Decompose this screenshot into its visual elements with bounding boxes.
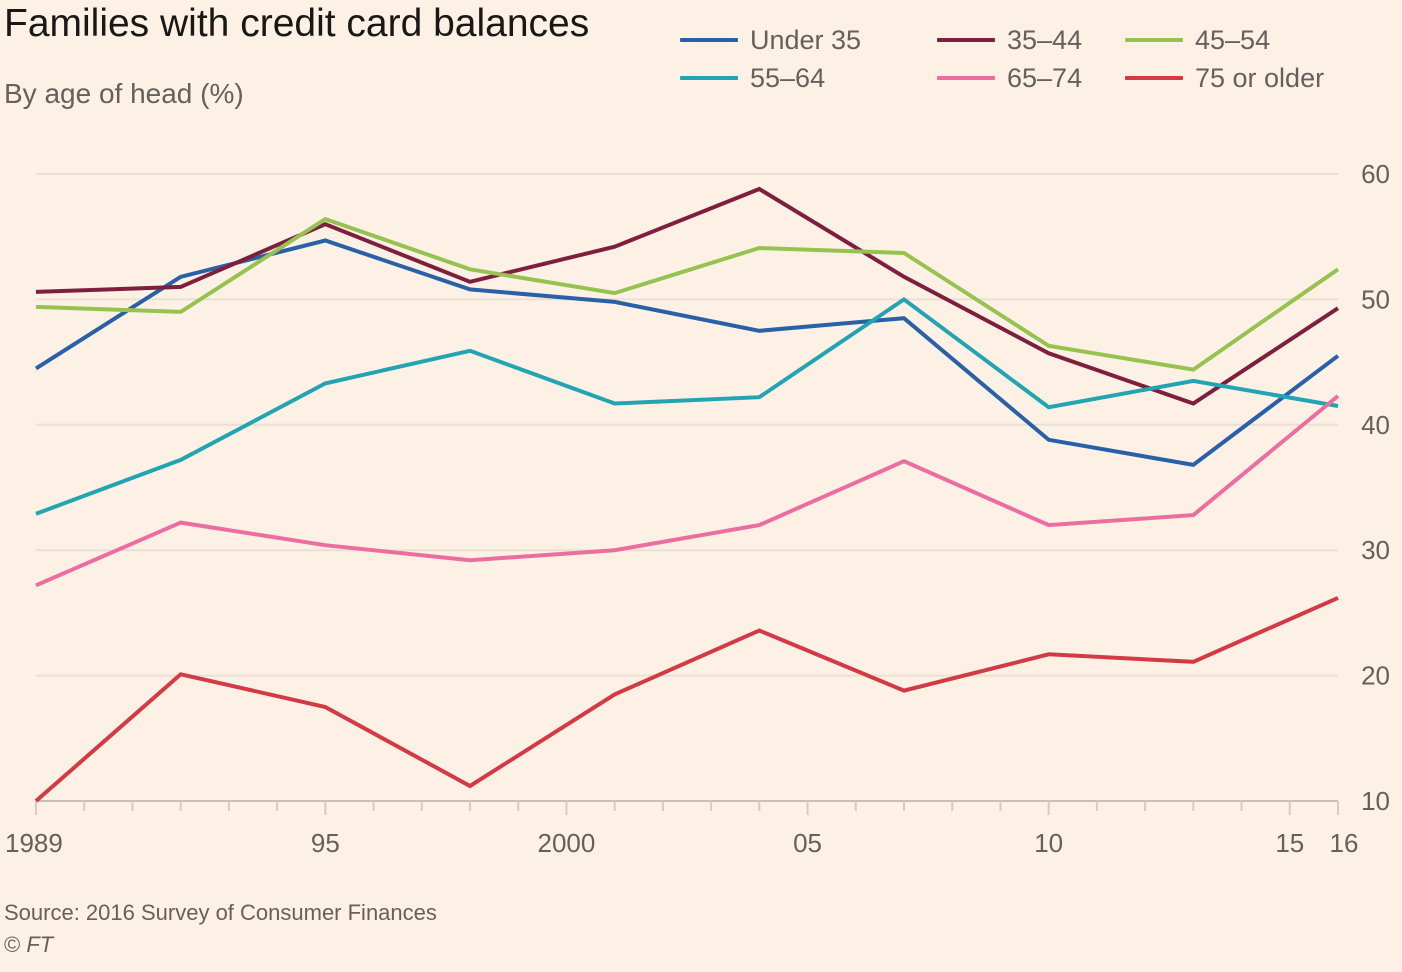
series-line-55-64 bbox=[35, 296, 1339, 516]
ft-brand: FT bbox=[26, 932, 54, 957]
legend-item-45-54: 45–54 bbox=[1125, 22, 1270, 58]
legend-label-55-64: 55–64 bbox=[750, 62, 826, 93]
series-lines bbox=[34, 186, 1340, 803]
x-axis-tick-labels: 1989 95 2000 05 10 15 16 bbox=[5, 828, 1358, 858]
x-tick-label: 1989 bbox=[5, 828, 63, 858]
x-tick-label: 95 bbox=[311, 828, 340, 858]
y-tick-label: 30 bbox=[1361, 535, 1390, 565]
copyright-note: © FT bbox=[4, 932, 53, 958]
x-tick-label: 16 bbox=[1330, 828, 1359, 858]
chart-title: Families with credit card balances bbox=[4, 2, 590, 45]
series-line-under-35 bbox=[34, 238, 1340, 468]
gridlines bbox=[36, 173, 1338, 677]
legend-swatch-75-or-older bbox=[1125, 76, 1183, 80]
legend-swatch-under-35 bbox=[680, 38, 738, 42]
chart-subtitle: By age of head (%) bbox=[4, 78, 244, 109]
series-line-65-74 bbox=[35, 394, 1340, 588]
y-tick-label: 40 bbox=[1361, 410, 1390, 440]
legend-label-35-44: 35–44 bbox=[1007, 24, 1083, 55]
series-line-35-44 bbox=[35, 186, 1340, 406]
legend-swatch-55-64 bbox=[680, 76, 738, 80]
y-tick-label: 50 bbox=[1361, 284, 1390, 314]
y-tick-label: 60 bbox=[1361, 159, 1390, 189]
x-axis bbox=[35, 800, 1339, 815]
x-tick-label: 15 bbox=[1275, 828, 1304, 858]
x-tick-label: 10 bbox=[1034, 828, 1063, 858]
y-tick-label: 20 bbox=[1361, 661, 1390, 691]
copyright-mark: © bbox=[4, 932, 21, 957]
legend-swatch-65-74 bbox=[937, 76, 995, 80]
legend-item-65-74: 65–74 bbox=[937, 60, 1082, 96]
legend-label-75-or-older: 75 or older bbox=[1195, 62, 1325, 93]
legend-swatch-45-54 bbox=[1125, 38, 1183, 42]
legend-item-55-64: 55–64 bbox=[680, 60, 825, 96]
legend-swatch-35-44 bbox=[937, 38, 995, 42]
legend-label-45-54: 45–54 bbox=[1195, 24, 1271, 55]
x-tick-label: 05 bbox=[793, 828, 822, 858]
legend-label-65-74: 65–74 bbox=[1007, 62, 1083, 93]
legend-item-under-35: Under 35 bbox=[680, 22, 861, 58]
y-axis-tick-labels: 10 20 30 40 50 60 bbox=[1361, 159, 1390, 816]
legend-item-75-or-older: 75 or older bbox=[1125, 60, 1324, 96]
series-line-75-or-older bbox=[34, 596, 1339, 803]
legend-label-under-35: Under 35 bbox=[750, 24, 862, 55]
source-note: Source: 2016 Survey of Consumer Finances bbox=[4, 900, 437, 925]
legend-item-35-44: 35–44 bbox=[937, 22, 1082, 58]
chart-legend: Under 35 35–44 45–54 55–64 65–74 75 or o… bbox=[680, 22, 1400, 102]
x-tick-label: 2000 bbox=[538, 828, 596, 858]
series-line-45-54 bbox=[35, 216, 1340, 372]
y-tick-label: 10 bbox=[1361, 786, 1390, 816]
